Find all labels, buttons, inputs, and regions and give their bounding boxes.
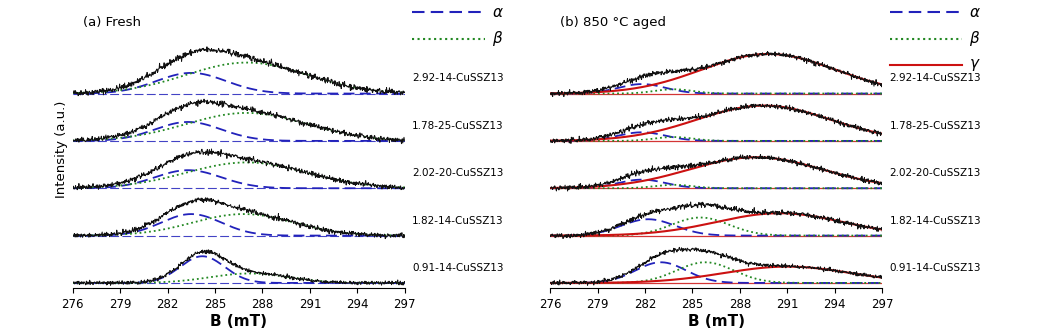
- Text: $\beta$: $\beta$: [492, 29, 503, 48]
- Text: $\gamma$: $\gamma$: [969, 57, 981, 73]
- Y-axis label: Intensity (a.u.): Intensity (a.u.): [55, 100, 69, 198]
- X-axis label: B (mT): B (mT): [688, 314, 744, 329]
- X-axis label: B (mT): B (mT): [211, 314, 267, 329]
- Text: 2.02-20-CuSSZ13: 2.02-20-CuSSZ13: [412, 168, 503, 178]
- Text: (b) 850 °C aged: (b) 850 °C aged: [561, 16, 666, 28]
- Text: $\alpha$: $\alpha$: [969, 5, 981, 20]
- Text: (a) Fresh: (a) Fresh: [83, 16, 140, 28]
- Text: 1.78-25-CuSSZ13: 1.78-25-CuSSZ13: [890, 121, 981, 131]
- Text: 2.92-14-CuSSZ13: 2.92-14-CuSSZ13: [890, 73, 981, 83]
- Text: $\beta$: $\beta$: [969, 29, 981, 48]
- Text: 2.92-14-CuSSZ13: 2.92-14-CuSSZ13: [412, 73, 503, 83]
- Text: 1.78-25-CuSSZ13: 1.78-25-CuSSZ13: [412, 121, 503, 131]
- Text: 2.02-20-CuSSZ13: 2.02-20-CuSSZ13: [890, 168, 981, 178]
- Text: 1.82-14-CuSSZ13: 1.82-14-CuSSZ13: [890, 215, 981, 225]
- Text: 0.91-14-CuSSZ13: 0.91-14-CuSSZ13: [890, 263, 981, 273]
- Text: 0.91-14-CuSSZ13: 0.91-14-CuSSZ13: [412, 263, 503, 273]
- Text: 1.82-14-CuSSZ13: 1.82-14-CuSSZ13: [412, 215, 503, 225]
- Text: $\alpha$: $\alpha$: [492, 5, 503, 20]
